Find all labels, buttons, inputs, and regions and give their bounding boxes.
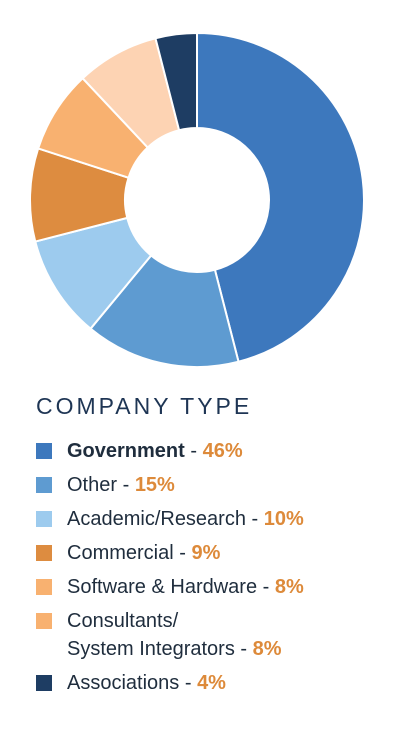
legend-percent: 4% <box>197 672 226 694</box>
legend-item: Software & Hardware - 8% <box>36 573 396 601</box>
legend-separator: - <box>179 672 198 694</box>
legend-label: Associations <box>67 672 180 694</box>
legend-label: System Integrators <box>67 638 235 660</box>
legend-swatch <box>36 579 52 595</box>
legend-item: Government - 46% <box>36 437 396 465</box>
legend-label-line: Consultants/ <box>67 607 282 635</box>
legend-label-line: Associations - 4% <box>67 669 226 697</box>
legend-text: Government - 46% <box>67 437 243 465</box>
legend-swatch <box>36 675 52 691</box>
legend-item: Academic/Research - 10% <box>36 505 396 533</box>
donut-chart <box>29 31 365 368</box>
legend-label: Commercial <box>67 542 174 564</box>
legend-label: Software & Hardware <box>67 576 258 598</box>
legend-text: Other - 15% <box>67 471 175 499</box>
legend-swatch <box>36 477 52 493</box>
legend-percent: 8% <box>274 576 304 598</box>
legend-item: Other - 15% <box>36 471 396 499</box>
legend-separator: - <box>245 508 264 530</box>
legend-percent: 15% <box>134 474 175 496</box>
legend-label: Government <box>67 440 185 462</box>
legend-separator: - <box>234 638 253 660</box>
legend-text: Consultants/System Integrators - 8% <box>67 607 282 663</box>
legend-text: Software & Hardware - 8% <box>67 573 304 601</box>
legend-separator: - <box>257 576 275 598</box>
legend-percent: 9% <box>191 542 221 564</box>
donut-slice-2 <box>89 254 240 368</box>
legend-label-line: Academic/Research - 10% <box>67 505 304 533</box>
legend-separator: - <box>117 474 135 496</box>
donut-slice-1 <box>196 31 365 363</box>
legend-label: Academic/Research <box>67 508 246 530</box>
legend-percent: 10% <box>263 508 304 530</box>
legend-separator: - <box>173 542 192 564</box>
donut-slice-7 <box>154 31 198 132</box>
legend-label-line: Software & Hardware - 8% <box>67 573 304 601</box>
legend-label: Consultants/ <box>67 610 179 632</box>
legend-label-line: Commercial - 9% <box>67 539 220 567</box>
legend-label-line: Other - 15% <box>67 471 175 499</box>
legend-swatch <box>36 511 52 527</box>
chart-title: COMPANY TYPE <box>36 393 253 419</box>
legend-swatch <box>36 443 52 459</box>
legend-separator: - <box>184 440 203 462</box>
legend-percent: 8% <box>252 638 282 660</box>
legend-label: Other <box>67 474 118 496</box>
legend-label-line: Government - 46% <box>67 437 243 465</box>
legend-item: Associations - 4% <box>36 669 396 697</box>
legend-text: Academic/Research - 10% <box>67 505 304 533</box>
chart-legend: Government - 46% Other - 15% Academic/Rese… <box>36 437 396 703</box>
legend-item: Consultants/System Integrators - 8% <box>36 607 396 663</box>
legend-percent: 46% <box>202 440 243 462</box>
legend-label-line: System Integrators - 8% <box>67 635 282 663</box>
legend-item: Commercial - 9% <box>36 539 396 567</box>
legend-text: Commercial - 9% <box>67 539 220 567</box>
legend-text: Associations - 4% <box>67 669 226 697</box>
legend-swatch <box>36 545 52 561</box>
legend-swatch <box>36 613 52 629</box>
